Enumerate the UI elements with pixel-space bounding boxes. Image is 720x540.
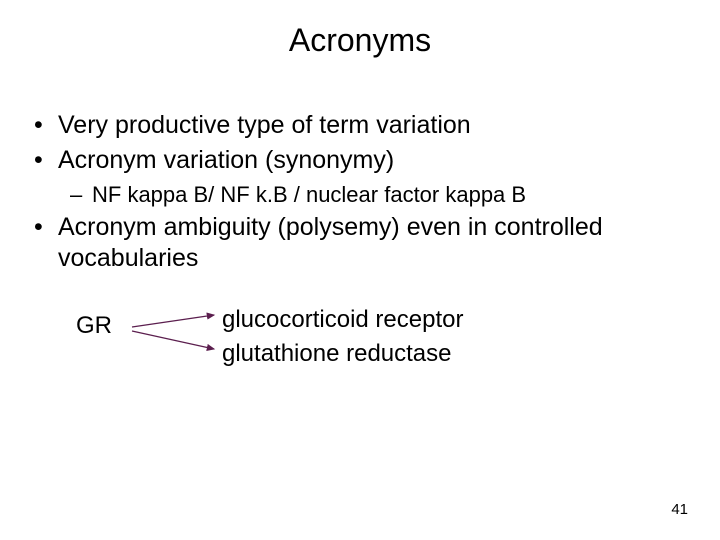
bullet-item: Acronym ambiguity (polysemy) even in con… bbox=[34, 212, 684, 275]
bullet-item: Very productive type of term variation bbox=[34, 110, 684, 141]
slide-title: Acronyms bbox=[0, 22, 720, 59]
page-number: 41 bbox=[671, 501, 688, 518]
ambiguity-diagram: GR glucocorticoid receptor glutathione r… bbox=[76, 303, 684, 369]
branch-arrows-icon bbox=[126, 303, 222, 367]
bullet-item: Acronym variation (synonymy) bbox=[34, 145, 684, 176]
expansion-item: glutathione reductase bbox=[222, 339, 463, 369]
acronym-expansions: glucocorticoid receptor glutathione redu… bbox=[222, 303, 463, 369]
acronym-source: GR bbox=[76, 303, 126, 341]
expansion-item: glucocorticoid receptor bbox=[222, 305, 463, 335]
sub-bullet-item: NF kappa B/ NF k.B / nuclear factor kapp… bbox=[70, 181, 684, 209]
slide: Acronyms Very productive type of term va… bbox=[0, 0, 720, 540]
slide-body: Very productive type of term variation A… bbox=[34, 110, 684, 369]
